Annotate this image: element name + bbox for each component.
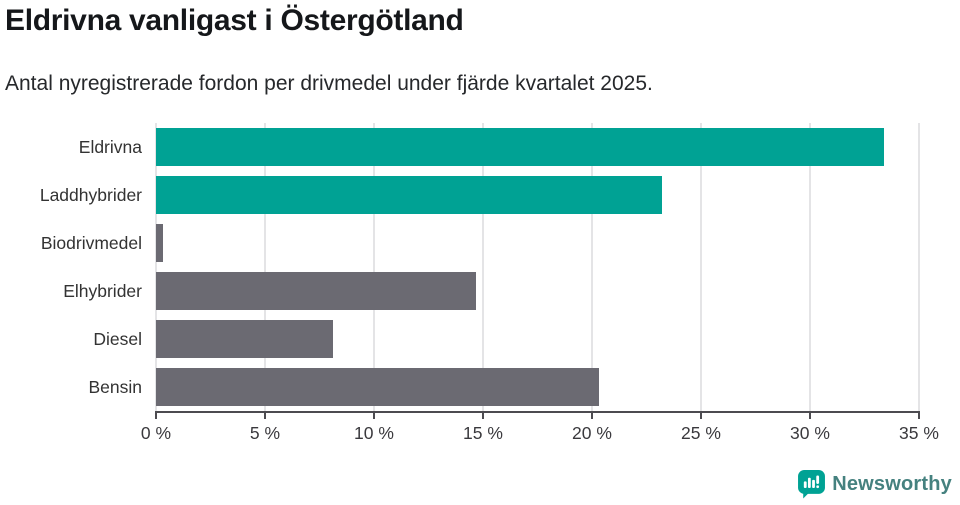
newsworthy-wordmark: Newsworthy xyxy=(832,473,952,495)
bar-eldrivna xyxy=(156,128,885,166)
x-axis-line xyxy=(155,410,920,413)
bar-biodrivmedel xyxy=(156,224,163,262)
x-axis-tick-label: 35 % xyxy=(899,423,939,443)
bar-row: Laddhybrider xyxy=(40,171,919,219)
gridline xyxy=(809,123,811,411)
bar-rows: Eldrivna Laddhybrider Biodrivmedel Elhybrid… xyxy=(40,123,919,411)
x-axis-tick-label: 15 % xyxy=(463,423,503,443)
category-label: Eldrivna xyxy=(78,136,142,157)
chart-title: Eldrivna vanligast i Östergötland xyxy=(5,4,464,37)
gridline xyxy=(264,123,266,411)
x-axis-tick xyxy=(809,413,811,419)
bar-chart: Eldrivna Laddhybrider Biodrivmedel Elhybrid… xyxy=(40,123,939,443)
bar-row: Bensin xyxy=(88,363,919,411)
gridline xyxy=(700,123,702,411)
x-axis-tick-label: 10 % xyxy=(354,423,394,443)
bar-row: Diesel xyxy=(93,315,919,363)
category-label: Diesel xyxy=(93,328,142,349)
category-label: Bensin xyxy=(88,376,142,397)
bar-elhybrider xyxy=(156,272,477,310)
x-axis-tick-label: 0 % xyxy=(140,423,172,443)
x-axis-tick xyxy=(264,413,266,419)
newsworthy-speech-bubble-bar-chart-icon xyxy=(798,470,826,499)
x-axis-tick xyxy=(591,413,593,419)
x-axis-tick-label: 30 % xyxy=(790,423,830,443)
gridline xyxy=(482,123,484,411)
x-axis-tick-label: 20 % xyxy=(572,423,612,443)
x-axis-tick xyxy=(700,413,702,419)
chart-subtitle: Antal nyregistrerade fordon per drivmede… xyxy=(5,72,653,95)
x-axis-tick xyxy=(155,413,157,419)
category-label: Biodrivmedel xyxy=(40,232,142,253)
bar-laddhybrider xyxy=(156,176,662,214)
gridline xyxy=(918,123,920,411)
bar-row: Biodrivmedel xyxy=(41,219,919,267)
x-axis-tick xyxy=(918,413,920,419)
bar-row: Eldrivna xyxy=(79,123,919,171)
bar-bensin xyxy=(156,368,599,406)
category-label: Elhybrider xyxy=(63,280,142,301)
gridline xyxy=(155,123,157,411)
newsworthy-logo: Newsworthy xyxy=(798,470,952,499)
bar-row: Elhybrider xyxy=(63,267,919,315)
gridline xyxy=(373,123,375,411)
x-axis-tick-label: 5 % xyxy=(249,423,281,443)
gridline xyxy=(591,123,593,411)
x-axis-tick xyxy=(482,413,484,419)
category-label: Laddhybrider xyxy=(39,184,142,205)
x-axis-tick xyxy=(373,413,375,419)
x-axis-tick-label: 25 % xyxy=(681,423,721,443)
bar-diesel xyxy=(156,320,333,358)
